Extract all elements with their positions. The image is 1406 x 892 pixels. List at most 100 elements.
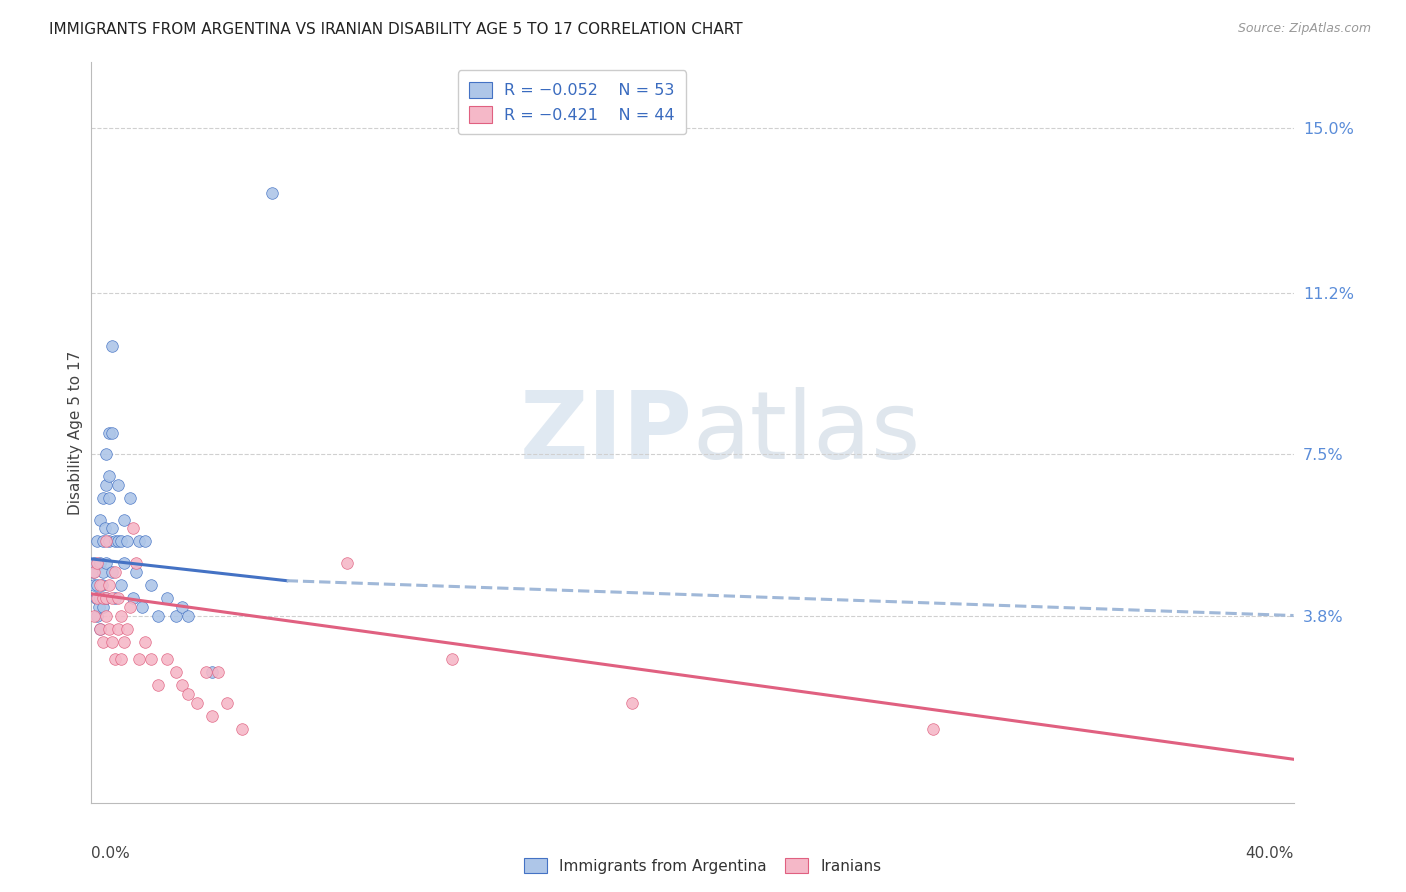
Point (110, 652, 132, 666)
Point (96, 447, 118, 461)
Point (89, 591, 111, 606)
Point (82, 565, 104, 579)
Point (120, 599, 142, 614)
Point (87, 599, 110, 614)
Point (165, 665, 187, 680)
Point (93, 591, 115, 606)
Point (83, 608, 105, 623)
Point (98, 534, 121, 549)
Point (101, 634, 124, 648)
Point (176, 687, 198, 701)
Point (141, 652, 163, 666)
Point (89, 556, 111, 570)
Point (107, 534, 129, 549)
Point (170, 678, 193, 692)
Legend: Immigrants from Argentina, Iranians: Immigrants from Argentina, Iranians (519, 852, 887, 880)
Legend: R = −0.052    N = 53, R = −0.421    N = 44: R = −0.052 N = 53, R = −0.421 N = 44 (458, 70, 686, 134)
Point (122, 591, 145, 606)
Point (170, 599, 193, 614)
Point (101, 338, 124, 352)
Point (89, 622, 111, 636)
Point (114, 513, 136, 527)
Text: atlas: atlas (692, 386, 921, 479)
Point (922, 722, 945, 736)
Point (89, 513, 111, 527)
Point (93, 634, 115, 648)
Point (114, 556, 136, 570)
Point (194, 665, 217, 680)
Point (93, 599, 115, 614)
Point (117, 534, 139, 549)
Point (165, 608, 187, 623)
Point (101, 521, 124, 535)
Point (84, 591, 107, 606)
Point (131, 599, 153, 614)
Point (96, 478, 118, 492)
Point (125, 556, 148, 570)
Point (104, 652, 127, 666)
Point (107, 591, 129, 606)
Point (155, 591, 177, 606)
Point (176, 608, 198, 623)
Point (83, 565, 105, 579)
Point (110, 578, 132, 592)
Point (98, 469, 121, 483)
Point (120, 491, 142, 505)
Point (231, 722, 253, 736)
Point (90, 578, 112, 592)
Point (128, 534, 150, 549)
Point (86, 534, 108, 549)
Point (260, 186, 283, 200)
Point (207, 665, 229, 680)
Point (104, 534, 127, 549)
Point (215, 696, 238, 710)
Point (96, 591, 118, 606)
Point (94, 521, 117, 535)
Point (107, 622, 129, 636)
Point (86, 556, 108, 570)
Point (128, 652, 150, 666)
Point (110, 608, 132, 623)
Text: 0.0%: 0.0% (91, 847, 131, 862)
Point (134, 534, 156, 549)
Point (201, 665, 224, 680)
Point (96, 556, 118, 570)
Point (98, 578, 121, 592)
Point (104, 565, 127, 579)
Point (114, 634, 136, 648)
Text: ZIP: ZIP (520, 386, 692, 479)
Point (96, 534, 118, 549)
Point (117, 622, 139, 636)
Text: IMMIGRANTS FROM ARGENTINA VS IRANIAN DISABILITY AGE 5 TO 17 CORRELATION CHART: IMMIGRANTS FROM ARGENTINA VS IRANIAN DIS… (49, 22, 742, 37)
Point (101, 425, 124, 440)
Point (101, 565, 124, 579)
Point (146, 678, 169, 692)
Point (104, 591, 127, 606)
Point (141, 578, 163, 592)
Point (83, 556, 105, 570)
Point (336, 556, 359, 570)
Point (125, 565, 148, 579)
Point (89, 622, 111, 636)
Point (134, 634, 156, 648)
Text: Source: ZipAtlas.com: Source: ZipAtlas.com (1237, 22, 1371, 36)
Point (83, 578, 105, 592)
Point (86, 591, 108, 606)
Point (98, 622, 121, 636)
Text: 40.0%: 40.0% (1246, 847, 1294, 862)
Point (155, 652, 177, 666)
Point (93, 491, 115, 505)
Point (93, 534, 115, 549)
Point (122, 521, 145, 535)
Point (93, 565, 115, 579)
Point (96, 591, 118, 606)
Point (98, 491, 121, 505)
Point (86, 608, 108, 623)
Point (101, 591, 124, 606)
Point (96, 608, 118, 623)
Point (89, 578, 111, 592)
Point (201, 708, 224, 723)
Point (98, 425, 121, 440)
Y-axis label: Disability Age 5 to 17: Disability Age 5 to 17 (67, 351, 83, 515)
Point (86, 578, 108, 592)
